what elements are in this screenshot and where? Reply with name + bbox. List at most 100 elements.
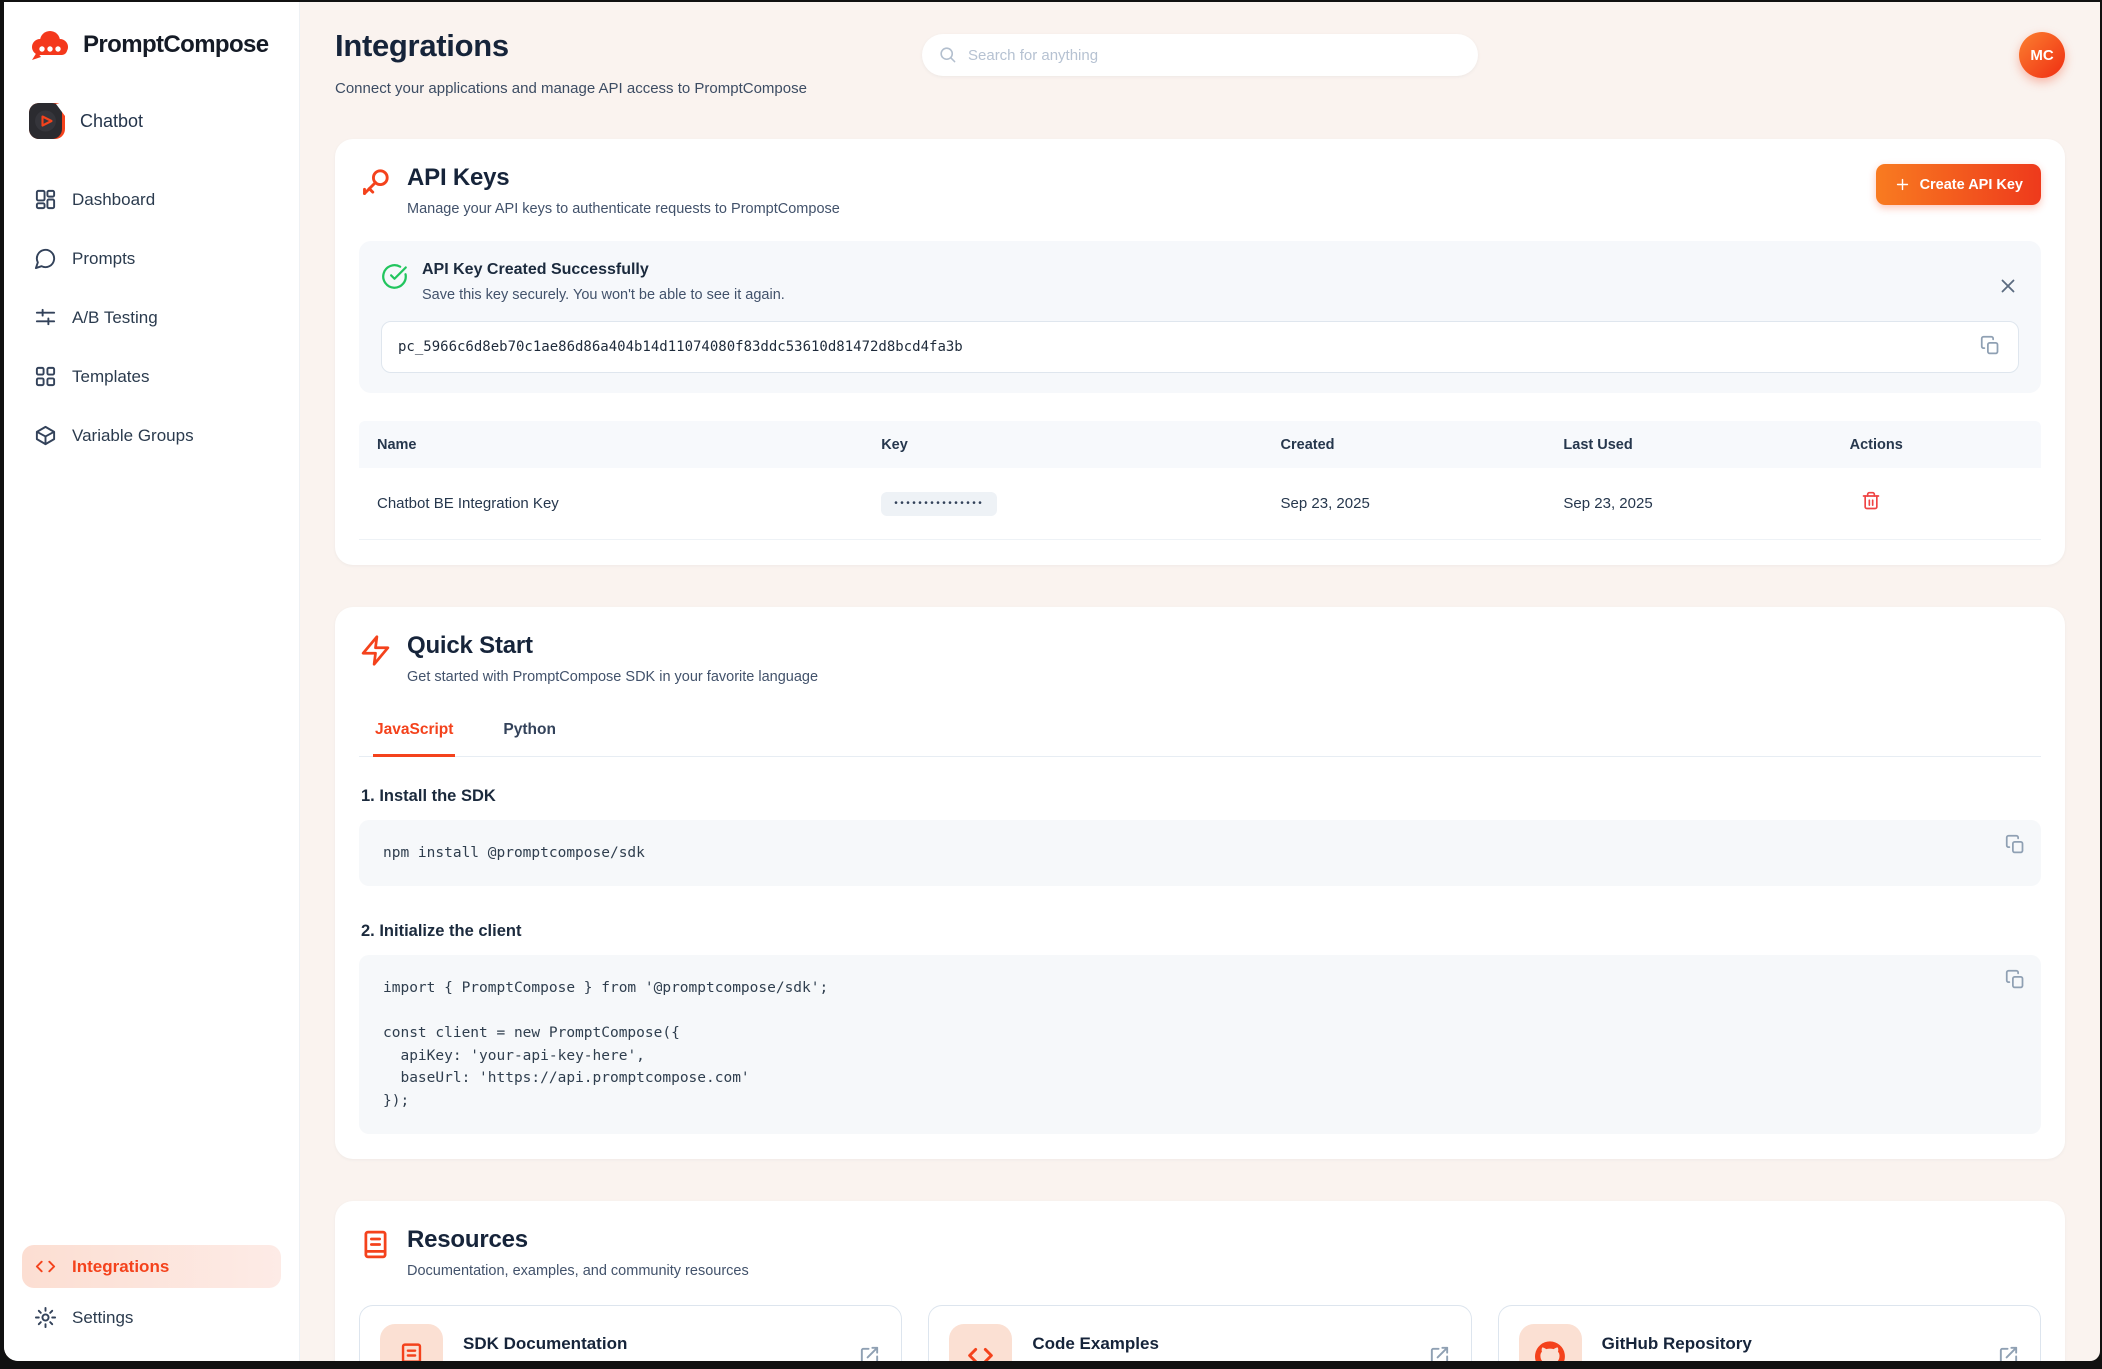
column-header-name: Name [377,436,417,453]
copy-api-key-button[interactable] [1978,335,2002,359]
copy-icon [2005,970,2023,989]
banner-close-button[interactable] [1997,275,2019,297]
quick-start-title: Quick Start [407,632,533,659]
sidebar-item-label: Settings [72,1307,134,1327]
api-key-name: Chatbot BE Integration Key [377,495,559,512]
trash-icon [1862,491,1879,510]
sidebar-item-variable-groups[interactable]: Variable Groups [22,414,281,457]
resources-card: Resources Documentation, examples, and c… [335,1201,2065,1361]
api-keys-card: API Keys Manage your API keys to authent… [335,139,2065,565]
ab-testing-icon [35,308,56,326]
banner-title: API Key Created Successfully [422,261,649,278]
init-code: import { PromptCompose } from '@promptco… [383,980,829,1109]
resource-code-examples[interactable]: Code Examples Sample implementations and… [928,1305,1472,1361]
sidebar-item-chatbot[interactable]: Chatbot [28,102,275,140]
page-header: Integrations Connect your applications a… [335,2,2065,97]
main-content: Integrations Connect your applications a… [300,2,2100,1361]
banner-subtitle: Save this key securely. You won't be abl… [422,287,785,303]
sidebar-item-label: Variable Groups [72,425,194,445]
tab-python[interactable]: Python [501,715,558,757]
sidebar-item-templates[interactable]: Templates [22,355,281,398]
sidebar-item-settings[interactable]: Settings [22,1296,281,1339]
sidebar-item-ab-testing[interactable]: A/B Testing [22,296,281,339]
resource-title: SDK Documentation [463,1333,628,1353]
chatbot-icon [29,103,65,139]
prompts-icon [34,248,56,270]
sidebar-item-label: Prompts [72,248,136,268]
brand-logo[interactable]: PromptCompose [22,26,281,62]
code-icon [35,1260,56,1273]
sidebar-item-label: Chatbot [80,110,144,131]
last-used-date: Sep 23, 2025 [1563,495,1653,512]
resource-sdk-documentation[interactable]: SDK Documentation Complete SDK reference… [359,1305,903,1361]
quick-start-subtitle: Get started with PromptCompose SDK in yo… [407,669,819,685]
api-keys-title: API Keys [407,164,510,191]
sidebar-item-dashboard[interactable]: Dashboard [22,178,281,221]
created-date: Sep 23, 2025 [1280,495,1370,512]
column-header-last-used: Last Used [1563,436,1633,453]
code-icon [968,1348,994,1361]
init-code-block: import { PromptCompose } from '@promptco… [359,955,2041,1135]
close-icon [2001,279,2015,293]
external-link-icon [861,1347,879,1361]
external-link-icon [1430,1347,1448,1361]
templates-icon [35,366,56,387]
key-icon [363,169,389,195]
dashboard-icon [35,189,56,210]
book-icon [364,1231,387,1259]
resource-github-repository[interactable]: GitHub Repository Source code, issues, a… [1497,1305,2041,1361]
gear-icon [34,1306,57,1329]
github-icon [1535,1341,1566,1361]
sidebar: PromptCompose Chatbot Dashboard [4,2,300,1361]
external-link-icon [1999,1347,2018,1361]
sidebar-item-integrations[interactable]: Integrations [22,1245,281,1288]
create-api-key-label: Create API Key [1919,176,2023,193]
search-input[interactable] [922,34,1478,76]
sidebar-bottom-nav: Integrations Settings [22,1245,281,1339]
step-2-heading: 2. Initialize the client [361,922,522,941]
page-subtitle: Connect your applications and manage API… [335,80,807,97]
lightning-icon [361,635,390,666]
column-header-created: Created [1280,436,1335,453]
install-code-block: npm install @promptcompose/sdk [359,820,2041,887]
copy-init-code-button[interactable] [2003,969,2027,993]
api-keys-subtitle: Manage your API keys to authenticate req… [407,201,840,217]
resource-title: Code Examples [1032,1333,1159,1353]
sidebar-item-label: Templates [72,366,150,386]
avatar[interactable]: MC [2019,32,2065,78]
app-window: PromptCompose Chatbot Dashboard [4,2,2100,1361]
create-api-key-button[interactable]: Create API Key [1875,164,2041,205]
cloud-logo-icon [32,31,68,60]
column-header-actions: Actions [1849,436,1903,453]
step-1-heading: 1. Install the SDK [361,787,496,805]
column-header-key: Key [881,436,908,453]
masked-key: ••••••••••••••• [881,491,998,516]
variable-groups-icon [35,425,56,446]
resources-subtitle: Documentation, examples, and community r… [407,1263,749,1280]
sidebar-item-prompts[interactable]: Prompts [22,237,281,280]
copy-install-code-button[interactable] [2003,834,2027,858]
table-header-row: Name Key Created Last Used Actions [359,421,2041,468]
language-tabs: JavaScript Python [359,715,2041,757]
resource-links: SDK Documentation Complete SDK reference… [359,1305,2041,1361]
plus-icon [1896,178,1908,191]
sidebar-item-label: Integrations [72,1256,170,1276]
api-key-created-banner: API Key Created Successfully Save this k… [359,241,2041,393]
sidebar-item-label: Dashboard [72,189,156,209]
sidebar-item-label: A/B Testing [72,307,158,327]
brand-name: PromptCompose [83,31,269,58]
copy-icon [1980,335,1998,355]
resource-title: GitHub Repository [1601,1333,1752,1353]
search-icon [940,47,956,63]
api-key-field: pc_5966c6d8eb70c1ae86d86a404b14d11074080… [381,321,2019,373]
api-key-value: pc_5966c6d8eb70c1ae86d86a404b14d11074080… [398,339,963,355]
check-circle-icon [382,264,407,289]
delete-api-key-button[interactable] [1860,491,1882,513]
install-code: npm install @promptcompose/sdk [383,845,645,861]
copy-icon [2005,834,2023,854]
book-icon [401,1343,422,1361]
tab-javascript[interactable]: JavaScript [373,715,456,757]
search-bar [922,34,1478,76]
page-title: Integrations [335,28,509,63]
quick-start-card: Quick Start Get started with PromptCompo… [335,607,2065,1160]
